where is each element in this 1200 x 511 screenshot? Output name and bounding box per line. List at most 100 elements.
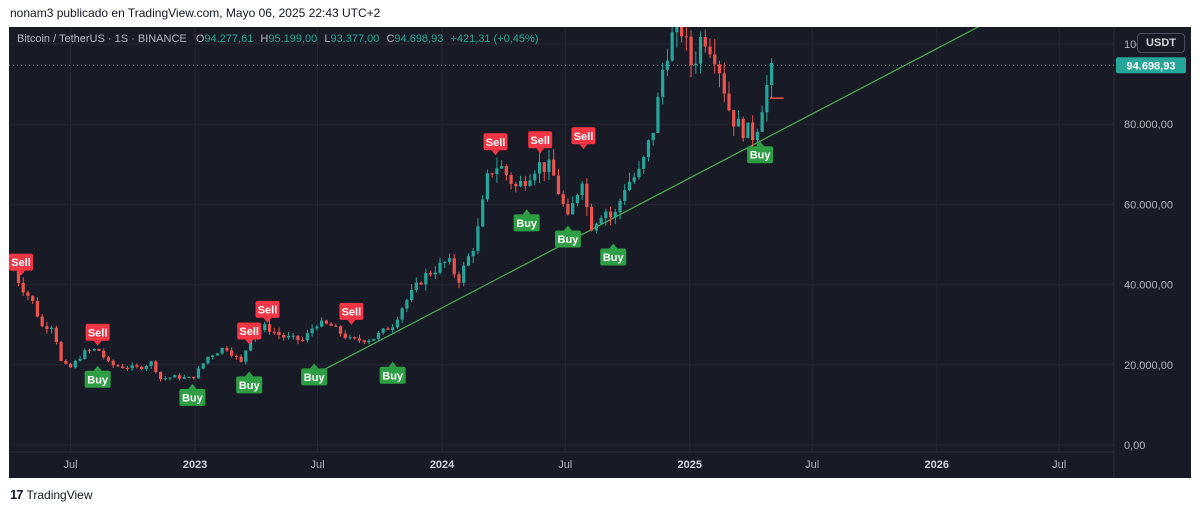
buy-marker-label: Buy	[558, 234, 580, 246]
candle-body	[230, 350, 234, 356]
x-tick-label: Jul	[558, 459, 572, 471]
low-value: 93.377,00	[330, 33, 380, 45]
candle-body	[35, 301, 40, 317]
candle-body	[163, 378, 167, 380]
candle-body	[490, 173, 494, 175]
buy-marker	[236, 376, 263, 394]
candle-body	[741, 118, 745, 139]
last-price-label: 94.698,93	[1127, 60, 1176, 72]
candle-body	[585, 183, 589, 207]
candle-body	[215, 353, 220, 356]
publisher-header: nonam3 publicado en TradingView.com, May…	[10, 6, 381, 20]
buy-marker-arrow	[388, 361, 397, 367]
candle-body	[528, 180, 532, 186]
candle-body	[286, 336, 291, 338]
candle-body	[514, 183, 518, 187]
candle-body	[121, 366, 125, 369]
candle-body	[656, 96, 660, 133]
sell-marker	[483, 133, 508, 151]
buy-marker-arrow	[188, 383, 197, 389]
candle-body	[670, 32, 674, 61]
candle-body	[367, 340, 371, 343]
candle-body	[125, 368, 130, 370]
candle-body	[267, 324, 272, 332]
y-tick-label: 40.000,00	[1124, 280, 1173, 292]
candle-body	[452, 258, 456, 275]
candle-body	[547, 159, 551, 172]
buy-marker-arrow	[756, 141, 765, 147]
candle-body	[87, 350, 92, 352]
candle-body	[732, 110, 736, 127]
candle-body	[158, 371, 163, 379]
candle-body	[523, 181, 527, 186]
sell-marker-label: Sell	[258, 304, 278, 316]
candle-body	[575, 195, 580, 204]
candle-body	[130, 365, 134, 369]
candle-body	[140, 366, 144, 370]
candle-body	[680, 27, 684, 37]
candle-body	[16, 270, 21, 283]
candle-body	[594, 223, 598, 231]
change-value: +421,31 (+0,45%)	[450, 33, 539, 45]
candle-body	[357, 338, 362, 341]
candle-body	[713, 54, 717, 65]
candle-body	[410, 289, 414, 301]
candle-body	[765, 84, 769, 113]
sell-marker-arrow	[491, 150, 500, 156]
candle-body	[447, 258, 452, 262]
candle-body	[239, 356, 243, 362]
candle-body	[391, 327, 395, 330]
candle-body	[552, 159, 556, 176]
candle-body	[381, 328, 385, 333]
candle-body	[556, 175, 561, 195]
brand-name[interactable]: TradingView	[26, 487, 93, 502]
candle-body	[760, 112, 764, 132]
candle-body	[320, 320, 324, 327]
candle-body	[722, 73, 726, 94]
candle-body	[462, 265, 466, 283]
candle-body	[282, 335, 286, 338]
y-tick-label: 20.000,00	[1124, 360, 1173, 372]
candle-body	[301, 340, 305, 342]
buy-marker	[179, 388, 206, 406]
candle-body	[613, 212, 617, 218]
candle-body	[329, 323, 333, 326]
candle-body	[59, 342, 63, 361]
candle-body	[68, 363, 73, 368]
candle-body	[192, 376, 196, 379]
candle-body	[272, 331, 276, 333]
buy-marker-label: Buy	[382, 370, 404, 382]
sell-marker	[571, 127, 596, 145]
candle-body	[102, 350, 106, 358]
buy-marker-arrow	[563, 225, 572, 231]
candle-body	[637, 168, 641, 178]
candle-body	[40, 316, 44, 327]
symbol-label: Bitcoin / TetherUS · 1S · BINANCE	[17, 33, 187, 45]
candle-body	[571, 203, 575, 215]
candle-body	[623, 190, 627, 201]
sell-marker	[237, 322, 262, 340]
candle-body	[225, 347, 229, 351]
price-chart[interactable]: 0,00 20.000,00 40.000,00 60.000,00 80.000,00…	[9, 27, 1191, 478]
chart-area[interactable]: 0,00 20.000,00 40.000,00 60.000,00 80.000,00…	[9, 27, 1191, 478]
candle-body	[21, 282, 25, 293]
candle-body	[400, 308, 404, 320]
currency-button[interactable]: USDT	[1137, 33, 1185, 53]
sell-marker-arrow	[579, 144, 588, 150]
candle-body	[414, 282, 418, 290]
candle-body	[291, 335, 295, 337]
candle-body	[561, 194, 565, 204]
candle-body	[485, 173, 490, 200]
candle-body	[604, 211, 608, 219]
low-label: L	[324, 33, 331, 45]
candle-body	[173, 375, 177, 378]
candle-body	[45, 326, 49, 330]
candle-body	[495, 168, 499, 174]
candle-body	[168, 377, 172, 379]
candle-body	[31, 295, 35, 302]
buy-marker-label: Buy	[182, 392, 204, 404]
candle-body	[395, 319, 400, 328]
candle-body	[106, 357, 111, 361]
open-label: O	[195, 33, 205, 45]
candle-body	[206, 356, 210, 364]
